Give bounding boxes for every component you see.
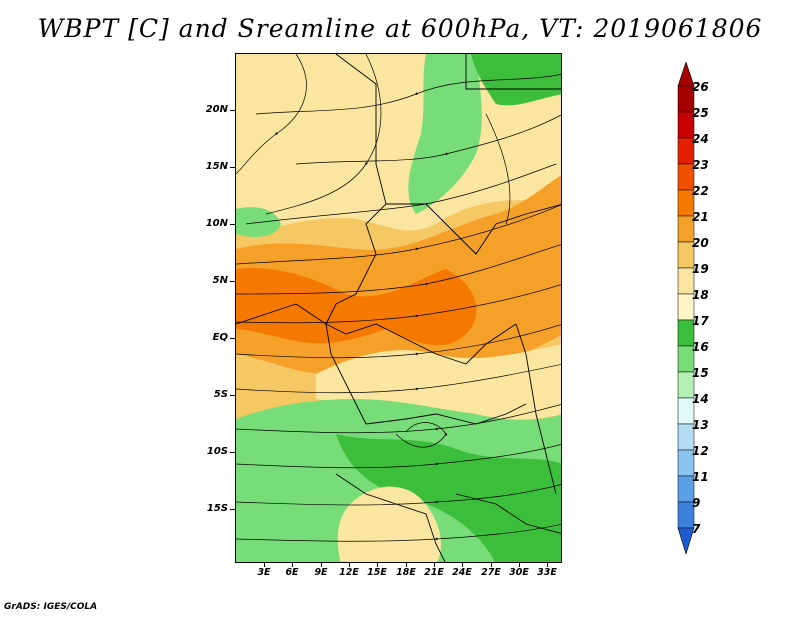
lat-tick-10s xyxy=(230,452,235,453)
field-dark-green-south xyxy=(336,434,561,562)
chart-title: WBPT [C] and Sreamline at 600hPa, VT: 20… xyxy=(37,14,763,43)
map-panel xyxy=(235,53,562,563)
field-pale-south-blob xyxy=(337,486,441,562)
lon-tick-30e xyxy=(519,562,520,567)
colorbar-label-24: 24 xyxy=(692,132,709,146)
lon-tick-6e xyxy=(292,562,293,567)
colorbar-label-14: 14 xyxy=(692,392,709,406)
lon-tick-27e xyxy=(491,562,492,567)
lon-label-27e: 27E xyxy=(481,567,501,578)
lon-label-24e: 24E xyxy=(452,567,472,578)
lat-tick-15s xyxy=(230,509,235,510)
lat-tick-eq xyxy=(230,338,235,339)
colorbar-bottom-arrow xyxy=(677,527,695,556)
field-green-west xyxy=(236,207,281,237)
colorbar-label-9: 9 xyxy=(692,496,701,510)
colorbar-label-23: 23 xyxy=(692,158,709,172)
lat-label-5n: 5N xyxy=(212,275,228,286)
colorbar-label-11: 11 xyxy=(692,470,709,484)
lat-tick-5s xyxy=(230,395,235,396)
field-green-northeast-2 xyxy=(471,54,561,106)
lat-label-10s: 10S xyxy=(206,446,228,457)
lat-tick-5n xyxy=(230,281,235,282)
lat-tick-10n xyxy=(230,224,235,225)
lon-label-33e: 33E xyxy=(537,567,557,578)
colorbar-label-17: 17 xyxy=(692,314,709,328)
colorbar-label-25: 25 xyxy=(692,106,709,120)
wbpt-map xyxy=(236,54,561,562)
country-borders xyxy=(236,54,561,562)
lon-label-18e: 18E xyxy=(396,567,416,578)
lon-label-6e: 6E xyxy=(285,567,299,578)
lon-tick-12e xyxy=(349,562,350,567)
lon-tick-9e xyxy=(321,562,322,567)
colorbar xyxy=(676,61,696,559)
colorbar-label-7: 7 xyxy=(692,522,701,536)
lon-label-9e: 9E xyxy=(314,567,328,578)
lat-tick-15n xyxy=(230,167,235,168)
lon-tick-24e xyxy=(462,562,463,567)
colorbar-label-16: 16 xyxy=(692,340,709,354)
colorbar-label-26: 26 xyxy=(692,80,709,94)
lon-tick-15e xyxy=(377,562,378,567)
lon-tick-3e xyxy=(264,562,265,567)
lat-label-eq: EQ xyxy=(212,332,228,343)
colorbar-label-20: 20 xyxy=(692,236,709,250)
lon-label-15e: 15E xyxy=(367,567,387,578)
lat-label-15n: 15N xyxy=(205,161,228,172)
lat-tick-20n xyxy=(230,110,235,111)
lon-tick-33e xyxy=(547,562,548,567)
lon-tick-18e xyxy=(406,562,407,567)
field-green-northeast xyxy=(408,54,482,214)
colorbar-label-22: 22 xyxy=(692,184,709,198)
colorbar-label-18: 18 xyxy=(692,288,709,302)
colorbar-label-21: 21 xyxy=(692,210,709,224)
colorbar-label-19: 19 xyxy=(692,262,709,276)
lon-tick-21e xyxy=(434,562,435,567)
colorbar-label-15: 15 xyxy=(692,366,709,380)
lon-label-3e: 3E xyxy=(257,567,271,578)
lat-label-15s: 15S xyxy=(206,503,228,514)
field-deep-orange xyxy=(236,268,477,346)
grads-credit: GrADS: IGES/COLA xyxy=(4,602,98,612)
lon-label-21e: 21E xyxy=(424,567,444,578)
colorbar-label-13: 13 xyxy=(692,418,709,432)
lat-label-5s: 5S xyxy=(213,389,228,400)
colorbar-svg xyxy=(677,61,695,556)
lon-label-12e: 12E xyxy=(339,567,359,578)
lon-label-30e: 30E xyxy=(509,567,529,578)
lat-label-10n: 10N xyxy=(205,218,228,229)
lat-label-20n: 20N xyxy=(205,104,228,115)
colorbar-label-12: 12 xyxy=(692,444,709,458)
